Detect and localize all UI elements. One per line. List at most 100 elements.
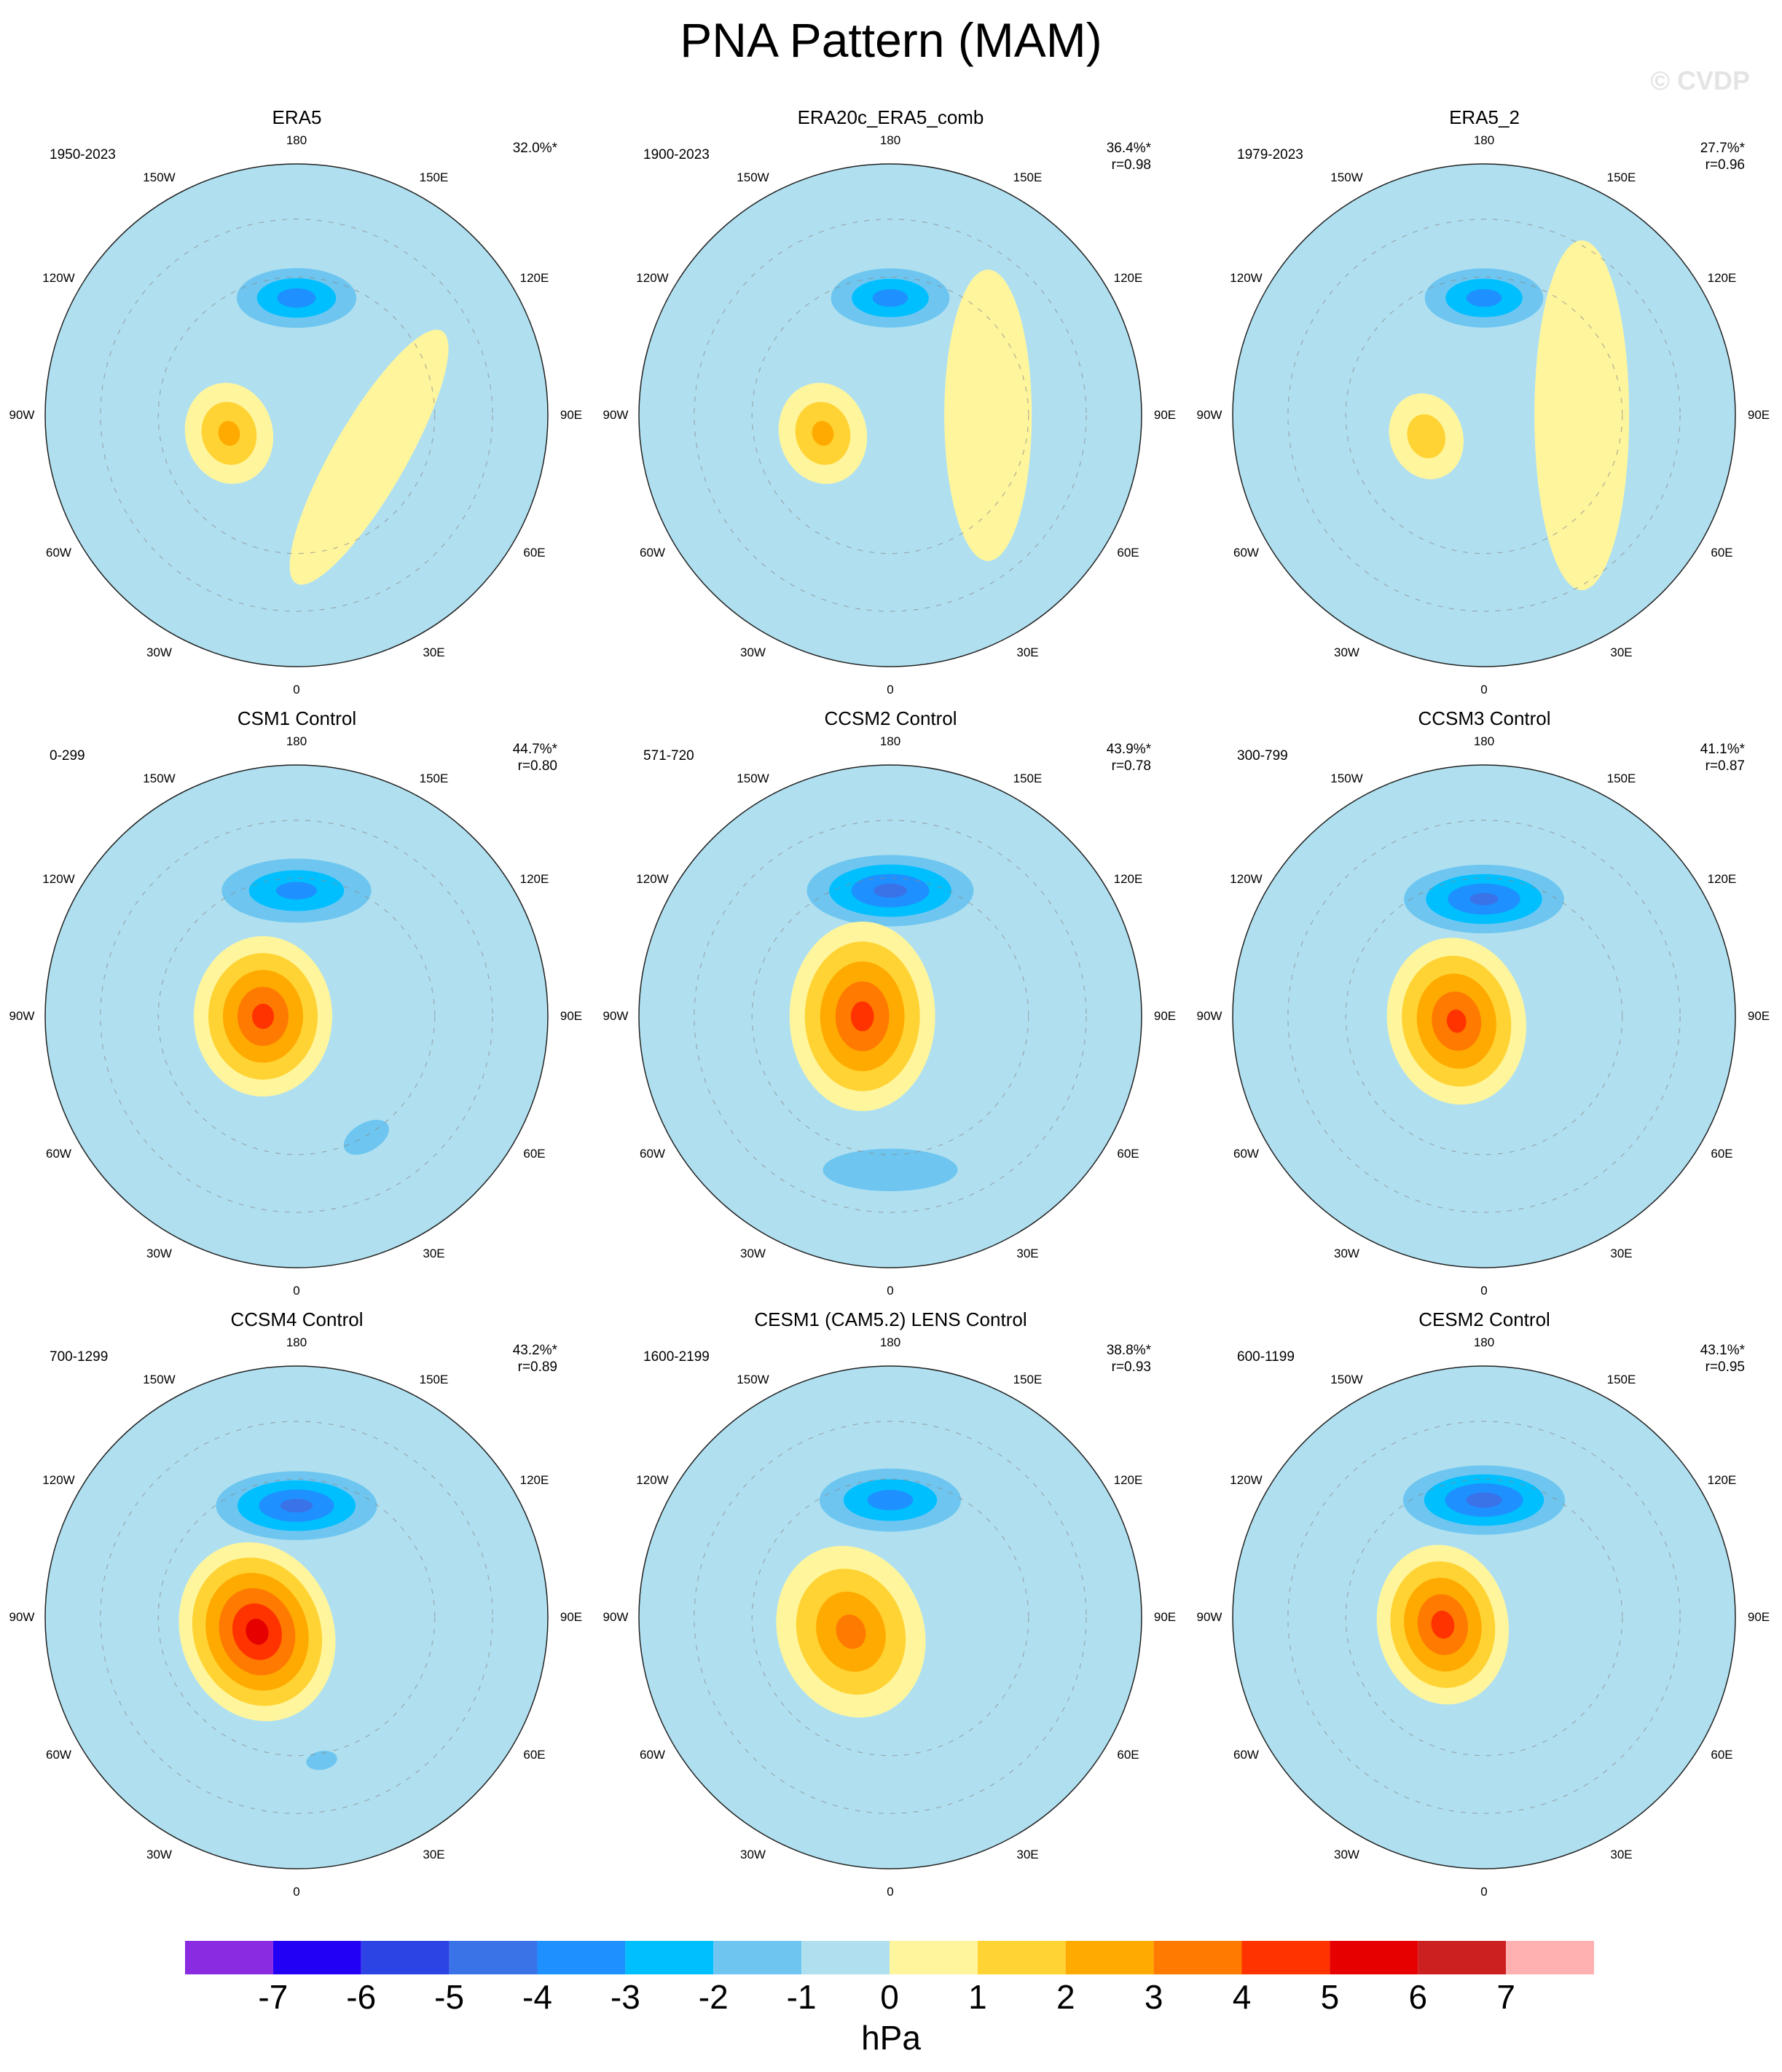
polar-map	[44, 163, 549, 667]
longitude-label: 60W	[46, 545, 71, 560]
longitude-label: 60E	[1711, 1146, 1733, 1161]
colorbar-swatch	[185, 1941, 273, 1974]
longitude-label: 120E	[1707, 1472, 1737, 1487]
longitude-label: 150E	[1013, 1372, 1043, 1386]
pattern-correlation: r=0.96	[1705, 157, 1745, 173]
longitude-label: 30W	[1334, 1848, 1359, 1862]
positive-anomaly-contour	[1407, 414, 1446, 459]
longitude-label: 30W	[1334, 1247, 1359, 1261]
longitude-label: 90W	[602, 1610, 629, 1624]
variance-explained: 43.9%*	[1106, 742, 1151, 757]
longitude-label: 60W	[46, 1146, 71, 1161]
coastline-outline	[751, 276, 1029, 554]
positive-anomaly-contour	[836, 1614, 866, 1649]
polar-map	[638, 764, 1142, 1268]
negative-anomaly-contour	[276, 882, 317, 900]
colorbar-swatch	[1418, 1941, 1507, 1974]
negative-anomaly-contour	[280, 1499, 313, 1513]
watermark: © CVDP	[1650, 66, 1750, 95]
longitude-label: 120W	[636, 270, 669, 285]
longitude-label: 90E	[560, 1009, 583, 1023]
polar-map	[1232, 1365, 1736, 1869]
panel-period: 1950-2023	[50, 147, 116, 162]
colorbar-tick: -7	[258, 1978, 289, 2016]
longitude-label: 120W	[42, 270, 75, 285]
coastline-outline	[100, 219, 493, 612]
longitude-label: 60W	[640, 1146, 665, 1161]
longitude-label: 120E	[519, 270, 549, 285]
polar-map	[44, 1365, 549, 1869]
map-border	[44, 163, 549, 667]
map-border	[638, 764, 1142, 1268]
longitude-label: 150W	[737, 771, 769, 785]
longitude-label: 60W	[640, 1747, 665, 1762]
longitude-label: 180	[286, 133, 307, 147]
colorbar-tick: 2	[1056, 1978, 1075, 2016]
longitude-label: 0	[887, 1284, 894, 1298]
panel-title: CCSM3 Control	[1418, 707, 1551, 729]
positive-anomaly-contour	[1431, 1610, 1455, 1639]
longitude-label: 120E	[519, 871, 549, 886]
map-border	[44, 764, 549, 1268]
coastline-outline	[1345, 1478, 1623, 1757]
coastline-outline	[694, 219, 1087, 612]
longitude-label: 60E	[523, 545, 546, 560]
positive-anomaly-contour	[1534, 240, 1630, 590]
negative-anomaly-contour	[874, 883, 907, 898]
longitude-label: 120W	[1230, 1472, 1263, 1487]
longitude-label: 60E	[1711, 1747, 1733, 1762]
variance-explained: 43.2%*	[512, 1343, 557, 1358]
colorbar-units: hPa	[861, 2019, 921, 2057]
positive-anomaly-contour	[1446, 1009, 1467, 1033]
longitude-label: 150W	[143, 170, 176, 184]
coastline-outline	[1287, 820, 1681, 1213]
map-panel: ERA20c_ERA5_comb 1900-2023 36.4%* r=0.98 180…	[594, 102, 1188, 704]
colorbar-swatch	[537, 1941, 626, 1974]
map-panel: CESM2 Control 600-1199 43.1%* r=0.95 180 150E…	[1188, 1304, 1781, 1906]
longitude-label: 30E	[423, 645, 445, 660]
panel-period: 600-1199	[1237, 1349, 1295, 1365]
panel-stats: 43.2%* r=0.89	[513, 1342, 557, 1376]
longitude-label: 150E	[419, 1372, 449, 1386]
longitude-label: 0	[293, 683, 300, 696]
longitude-label: 60E	[1117, 1146, 1139, 1161]
polar-map	[638, 1365, 1142, 1869]
longitude-label: 90E	[1153, 1610, 1177, 1624]
longitude-label: 90E	[560, 1610, 583, 1624]
polar-map	[44, 764, 549, 1268]
colorbar-swatch	[449, 1941, 538, 1974]
longitude-label: 0	[1480, 1885, 1488, 1899]
longitude-label: 60W	[1233, 1747, 1259, 1762]
panel-title: ERA5_2	[1449, 106, 1520, 128]
longitude-label: 60W	[640, 545, 665, 560]
map-panel: CCSM2 Control 571-720 43.9%* r=0.78 180 150E 1…	[594, 703, 1188, 1305]
colorbar-swatch	[1153, 1941, 1242, 1974]
coastline-outline	[1345, 276, 1623, 554]
panel-title: ERA20c_ERA5_comb	[797, 106, 984, 128]
longitude-label: 30E	[1610, 1247, 1633, 1261]
longitude-label: 90W	[602, 1009, 629, 1023]
longitude-label: 150W	[1330, 170, 1363, 184]
negative-anomaly-contour	[1466, 289, 1502, 307]
pattern-correlation: r=0.78	[1111, 758, 1151, 774]
longitude-label: 150W	[1330, 771, 1363, 785]
map-panel: ERA5_2 1979-2023 27.7%* r=0.96 180 150E 120E 90…	[1188, 102, 1781, 704]
variance-explained: 32.0%*	[512, 141, 557, 156]
variance-explained: 27.7%*	[1700, 141, 1745, 156]
longitude-label: 120E	[1113, 270, 1143, 285]
map-panel: CCSM4 Control 700-1299 43.2%* r=0.89 180 150E…	[0, 1304, 594, 1906]
longitude-label: 60W	[1233, 545, 1259, 560]
pattern-correlation: r=0.89	[517, 1359, 557, 1375]
map-border	[1232, 163, 1736, 667]
panel-period: 0-299	[50, 748, 85, 764]
longitude-label: 90E	[1153, 1009, 1177, 1023]
colorbar-tick: 4	[1232, 1978, 1252, 2016]
map-panel: CESM1 (CAM5.2) LENS Control 1600-2199 38.8…	[594, 1304, 1188, 1906]
longitude-label: 120W	[636, 1472, 669, 1487]
longitude-label: 90E	[1747, 408, 1770, 422]
longitude-label: 150W	[1330, 1372, 1363, 1386]
variance-explained: 41.1%*	[1700, 742, 1745, 757]
longitude-label: 30E	[1610, 1848, 1633, 1862]
coastline-outline	[751, 1478, 1029, 1757]
polar-map	[1232, 764, 1736, 1268]
